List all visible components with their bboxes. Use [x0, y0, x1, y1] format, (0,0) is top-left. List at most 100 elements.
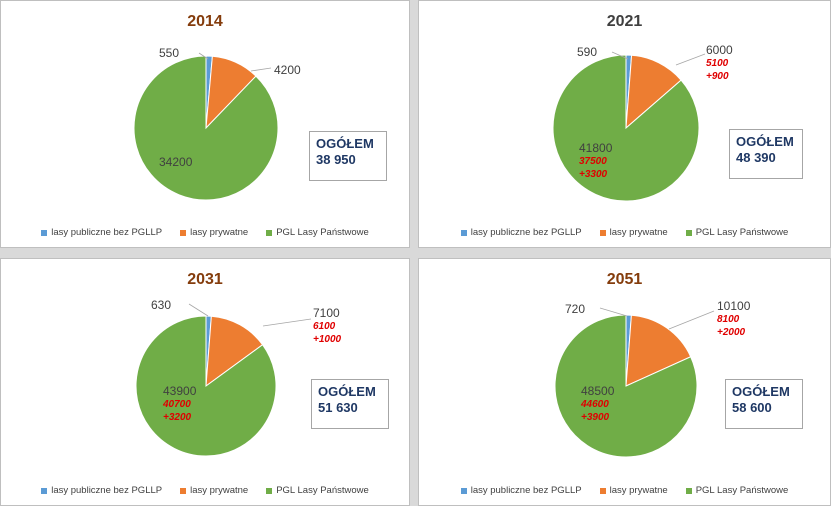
legend-swatch-icon	[180, 487, 187, 494]
leader-line	[668, 310, 715, 330]
legend-label: lasy prywatne	[190, 227, 249, 238]
data-label-value: 550	[159, 46, 180, 60]
pie-slice-2	[625, 314, 692, 387]
data-label-value: 34200	[159, 155, 193, 169]
data-label-1: 550	[159, 46, 179, 60]
data-label-change: 40700	[163, 399, 191, 410]
data-label-value: 41800	[579, 141, 613, 155]
legend-swatch-icon	[266, 229, 273, 236]
legend-label: lasy prywatne	[609, 227, 668, 238]
pie-slice-3	[552, 54, 700, 202]
legend-item: lasy prywatne	[599, 485, 668, 496]
total-box: OGÓŁEM 48 390	[729, 129, 803, 179]
pie-slice-3	[133, 55, 279, 201]
legend-swatch-icon	[41, 229, 48, 236]
data-label-value: 10100	[717, 299, 751, 313]
leader-line	[262, 318, 312, 327]
pie-slice-3	[135, 315, 277, 457]
legend-item: PGL Lasy Państwowe	[266, 227, 369, 238]
chart-panel-2031: 2031 630 7100 6100 +1000 43900 40700 +3200 OGÓŁE…	[0, 258, 410, 506]
data-label-change: +3200	[163, 412, 192, 423]
chart-title: 2051	[606, 271, 643, 288]
data-label-3: 41800 37500 +3300	[579, 141, 612, 181]
chart-panel-2021: 2021 590 6000 5100 +900 41800 37500 +3300 OGÓŁEM…	[418, 0, 831, 248]
legend-label: PGL Lasy Państwowe	[695, 485, 789, 496]
legend-item: lasy publiczne bez PGLLP	[460, 227, 582, 238]
legend: lasy publiczne bez PGLLP lasy prywatne PGL…	[419, 485, 830, 496]
total-box: OGÓŁEM 51 630	[311, 379, 389, 429]
data-label-change: 5100	[706, 58, 729, 69]
chart-panel-2051: 2051 720 10100 8100 +2000 48500 44600 +3900 OGÓŁ…	[418, 258, 831, 506]
pie-slice-3	[554, 314, 698, 458]
chart-title: 2031	[187, 271, 223, 288]
total-value: 38 950	[316, 152, 356, 167]
leader-line	[599, 307, 628, 317]
leader-line	[611, 51, 629, 60]
legend-item: lasy prywatne	[180, 227, 248, 238]
leader-line	[675, 53, 706, 66]
legend-item: lasy publiczne bez PGLLP	[460, 485, 582, 496]
legend-swatch-icon	[685, 229, 692, 236]
data-label-1: 590	[577, 45, 597, 59]
total-box: OGÓŁEM 58 600	[725, 379, 803, 429]
legend-label: lasy publiczne bez PGLLP	[470, 227, 582, 238]
data-label-value: 630	[151, 298, 172, 312]
legend-swatch-icon	[266, 487, 273, 494]
data-label-change: 8100	[717, 314, 740, 325]
data-label-3: 34200	[159, 155, 192, 169]
legend-swatch-icon	[460, 229, 467, 236]
legend-label: PGL Lasy Państwowe	[695, 227, 789, 238]
legend-item: lasy prywatne	[180, 485, 248, 496]
data-label-value: 590	[577, 45, 598, 59]
total-label: OGÓŁEM	[316, 136, 374, 151]
data-label-3: 48500 44600 +3900	[581, 384, 614, 424]
chart-title: 2014	[187, 13, 223, 30]
data-label-value: 6000	[706, 43, 733, 57]
legend-label: PGL Lasy Państwowe	[276, 485, 369, 496]
legend-label: lasy publiczne bez PGLLP	[51, 485, 163, 496]
pie-chart	[135, 303, 312, 457]
data-label-1: 720	[565, 302, 585, 316]
data-label-value: 48500	[581, 384, 615, 398]
pie-slice-2	[205, 315, 264, 388]
legend-label: lasy publiczne bez PGLLP	[51, 227, 163, 238]
data-label-value: 720	[565, 302, 586, 316]
total-value: 51 630	[318, 400, 358, 415]
data-label-change: 6100	[313, 321, 336, 332]
data-label-change: +1000	[313, 334, 342, 345]
data-label-change: +2000	[717, 327, 746, 338]
data-label-value: 7100	[313, 306, 340, 320]
total-box: OGÓŁEM 38 950	[309, 131, 387, 181]
total-label: OGÓŁEM	[736, 134, 794, 149]
legend-label: PGL Lasy Państwowe	[276, 227, 369, 238]
legend-item: lasy prywatne	[599, 227, 668, 238]
data-label-change: +3900	[581, 412, 610, 423]
legend-swatch-icon	[599, 487, 606, 494]
legend: lasy publiczne bez PGLLP lasy prywatne PGL…	[419, 227, 830, 238]
data-label-3: 43900 40700 +3200	[163, 384, 196, 424]
total-value: 58 600	[732, 400, 772, 415]
data-label-2: 10100 8100 +2000	[717, 299, 750, 339]
leader-line	[198, 52, 209, 60]
data-label-1: 630	[151, 298, 171, 312]
pie-chart	[133, 52, 279, 201]
total-value: 48 390	[736, 150, 776, 165]
legend-item: PGL Lasy Państwowe	[685, 227, 789, 238]
data-label-change: 44600	[581, 399, 609, 410]
legend-swatch-icon	[41, 487, 48, 494]
leader-line	[188, 303, 209, 317]
legend-item: PGL Lasy Państwowe	[685, 485, 789, 496]
pie-chart	[554, 307, 715, 458]
total-label: OGÓŁEM	[732, 384, 790, 399]
data-label-2: 4200	[274, 63, 301, 77]
chart-panel-2014: 2014 550 4200 34200 OGÓŁEM 38 950 lasy publicz…	[0, 0, 410, 248]
data-label-2: 6000 5100 +900	[706, 43, 733, 83]
legend-item: lasy publiczne bez PGLLP	[41, 227, 162, 238]
data-label-change: +900	[706, 71, 729, 82]
pie-chart	[552, 51, 706, 202]
leader-line	[250, 67, 272, 72]
legend-item: PGL Lasy Państwowe	[266, 485, 369, 496]
chart-title: 2021	[606, 13, 643, 30]
legend: lasy publiczne bez PGLLP lasy prywatne PGL…	[1, 485, 409, 496]
data-label-change: +3300	[579, 169, 608, 180]
